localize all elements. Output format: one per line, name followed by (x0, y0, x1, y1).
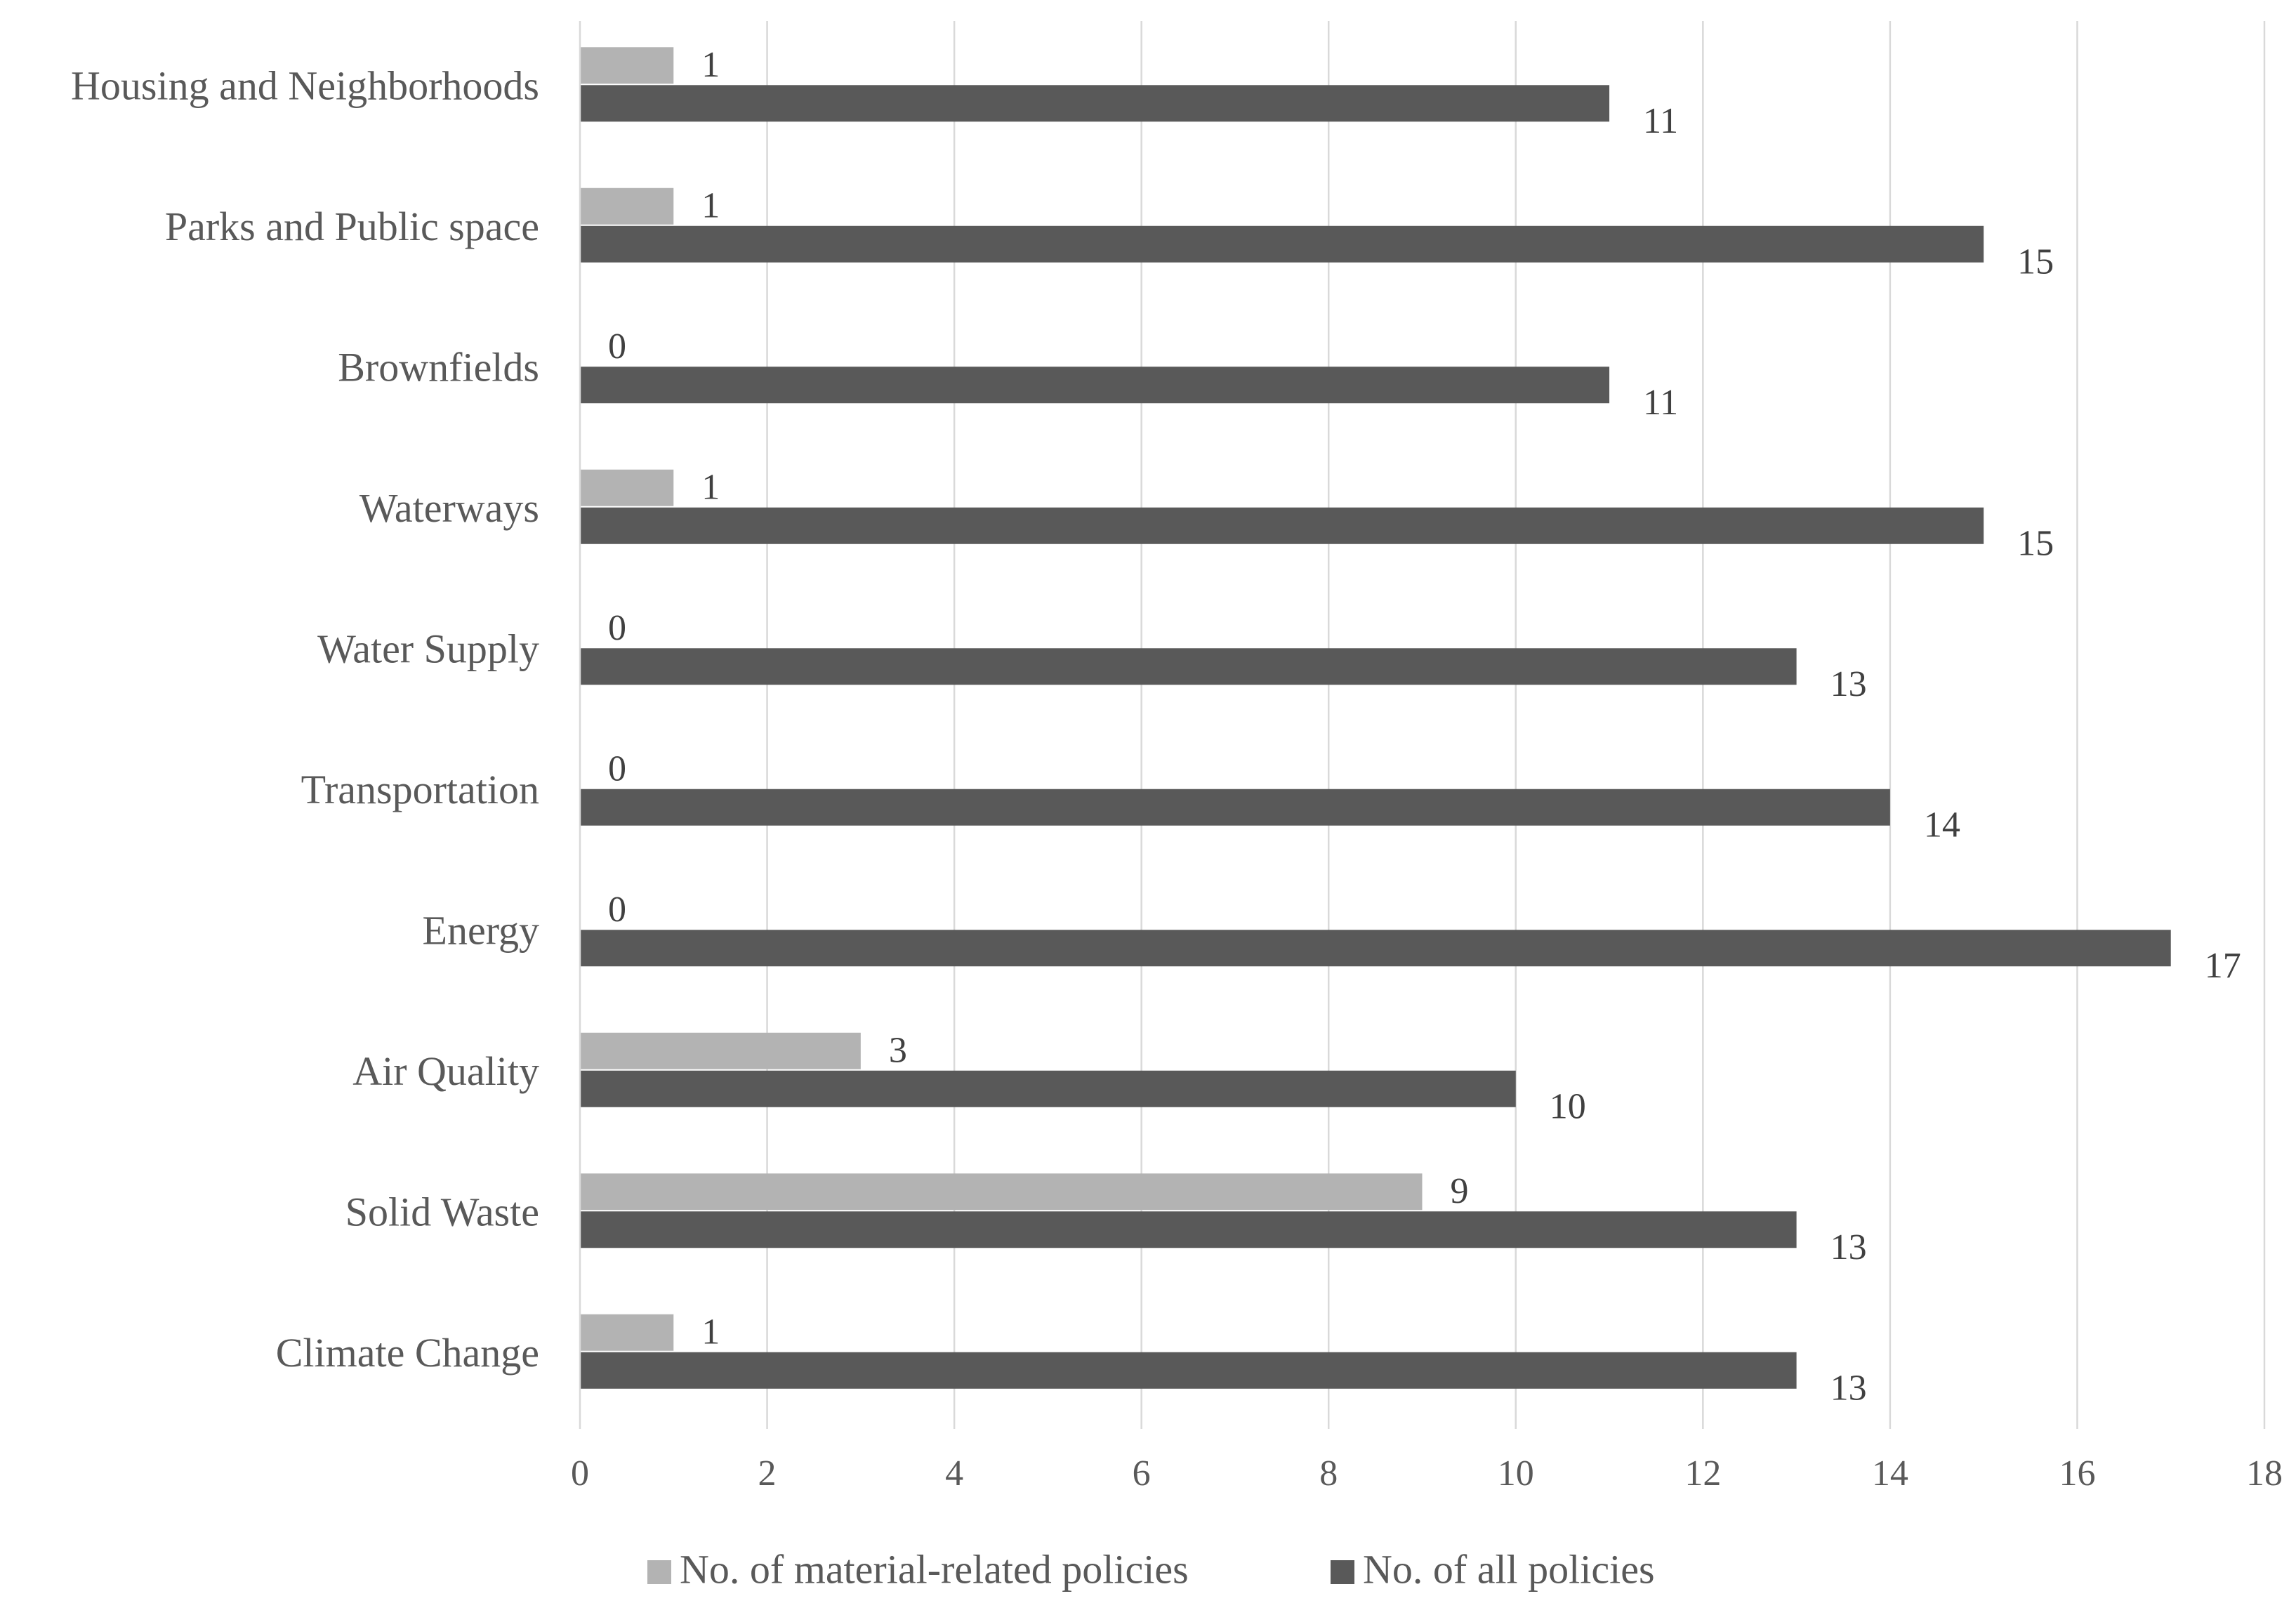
legend-swatch-material-related (647, 1560, 671, 1584)
bar-material-related (580, 47, 674, 84)
bar-material-related (580, 1032, 861, 1069)
data-label-material-related: 1 (701, 1312, 720, 1352)
x-tick-label: 8 (1319, 1453, 1338, 1494)
bar-material-related (580, 1314, 674, 1351)
category-label: Parks and Public space (165, 204, 539, 249)
data-label-all-policies: 13 (1830, 664, 1867, 704)
legend-label-all-policies: No. of all policies (1363, 1546, 1655, 1592)
data-label-material-related: 0 (608, 608, 626, 648)
bars (580, 47, 2171, 1389)
bar-material-related (580, 1173, 1423, 1211)
data-label-material-related: 1 (701, 186, 720, 226)
data-label-material-related: 9 (1451, 1171, 1469, 1211)
bar-all-policies (580, 225, 1984, 263)
category-label: Transportation (301, 767, 539, 812)
data-label-material-related: 1 (701, 468, 720, 508)
bar-material-related (580, 469, 674, 506)
bar-all-policies (580, 85, 1610, 122)
data-label-all-policies: 11 (1643, 101, 1678, 141)
legend: No. of material-related policies No. of a… (647, 1546, 1655, 1592)
bar-all-policies (580, 507, 1984, 544)
data-label-all-policies: 17 (2205, 946, 2241, 986)
category-label: Water Supply (317, 626, 539, 672)
x-tick-label: 12 (1684, 1453, 1721, 1494)
category-label: Climate Change (276, 1330, 539, 1376)
category-label: Energy (423, 908, 539, 954)
category-label: Solid Waste (345, 1189, 539, 1235)
data-label-material-related: 3 (889, 1031, 907, 1071)
category-label: Brownfields (338, 345, 539, 390)
x-tick-label: 18 (2246, 1453, 2283, 1494)
data-label-all-policies: 10 (1550, 1087, 1586, 1127)
legend-label-material-related: No. of material-related policies (680, 1546, 1189, 1592)
category-label: Housing and Neighborhoods (71, 63, 539, 109)
x-tick-label: 6 (1133, 1453, 1151, 1494)
data-label-all-policies: 15 (2017, 524, 2054, 564)
x-tick-label: 16 (2059, 1453, 2095, 1494)
data-label-material-related: 0 (608, 327, 626, 367)
bar-all-policies (580, 1211, 1797, 1248)
bar-all-policies (580, 648, 1797, 685)
x-tick-label: 2 (758, 1453, 777, 1494)
data-label-material-related: 0 (608, 890, 626, 930)
bar-all-policies (580, 930, 2171, 967)
data-label-all-policies: 13 (1830, 1369, 1867, 1409)
data-label-material-related: 0 (608, 749, 626, 789)
data-label-all-policies: 14 (1924, 805, 1960, 845)
bar-material-related (580, 187, 674, 225)
bar-all-policies (580, 1352, 1797, 1389)
x-tick-label: 14 (1872, 1453, 1908, 1494)
legend-swatch-all-policies (1331, 1560, 1354, 1584)
bar-all-policies (580, 367, 1610, 404)
data-label-material-related: 1 (701, 45, 720, 85)
category-label: Air Quality (352, 1048, 539, 1094)
bar-all-policies (580, 1070, 1516, 1107)
x-tick-label: 10 (1498, 1453, 1534, 1494)
x-tick-label: 0 (571, 1453, 589, 1494)
x-tick-label: 4 (945, 1453, 963, 1494)
data-label-all-policies: 11 (1643, 383, 1678, 423)
category-label: Waterways (359, 485, 539, 531)
data-label-all-policies: 15 (2017, 242, 2054, 282)
data-label-all-policies: 13 (1830, 1227, 1867, 1267)
bar-all-policies (580, 789, 1890, 826)
